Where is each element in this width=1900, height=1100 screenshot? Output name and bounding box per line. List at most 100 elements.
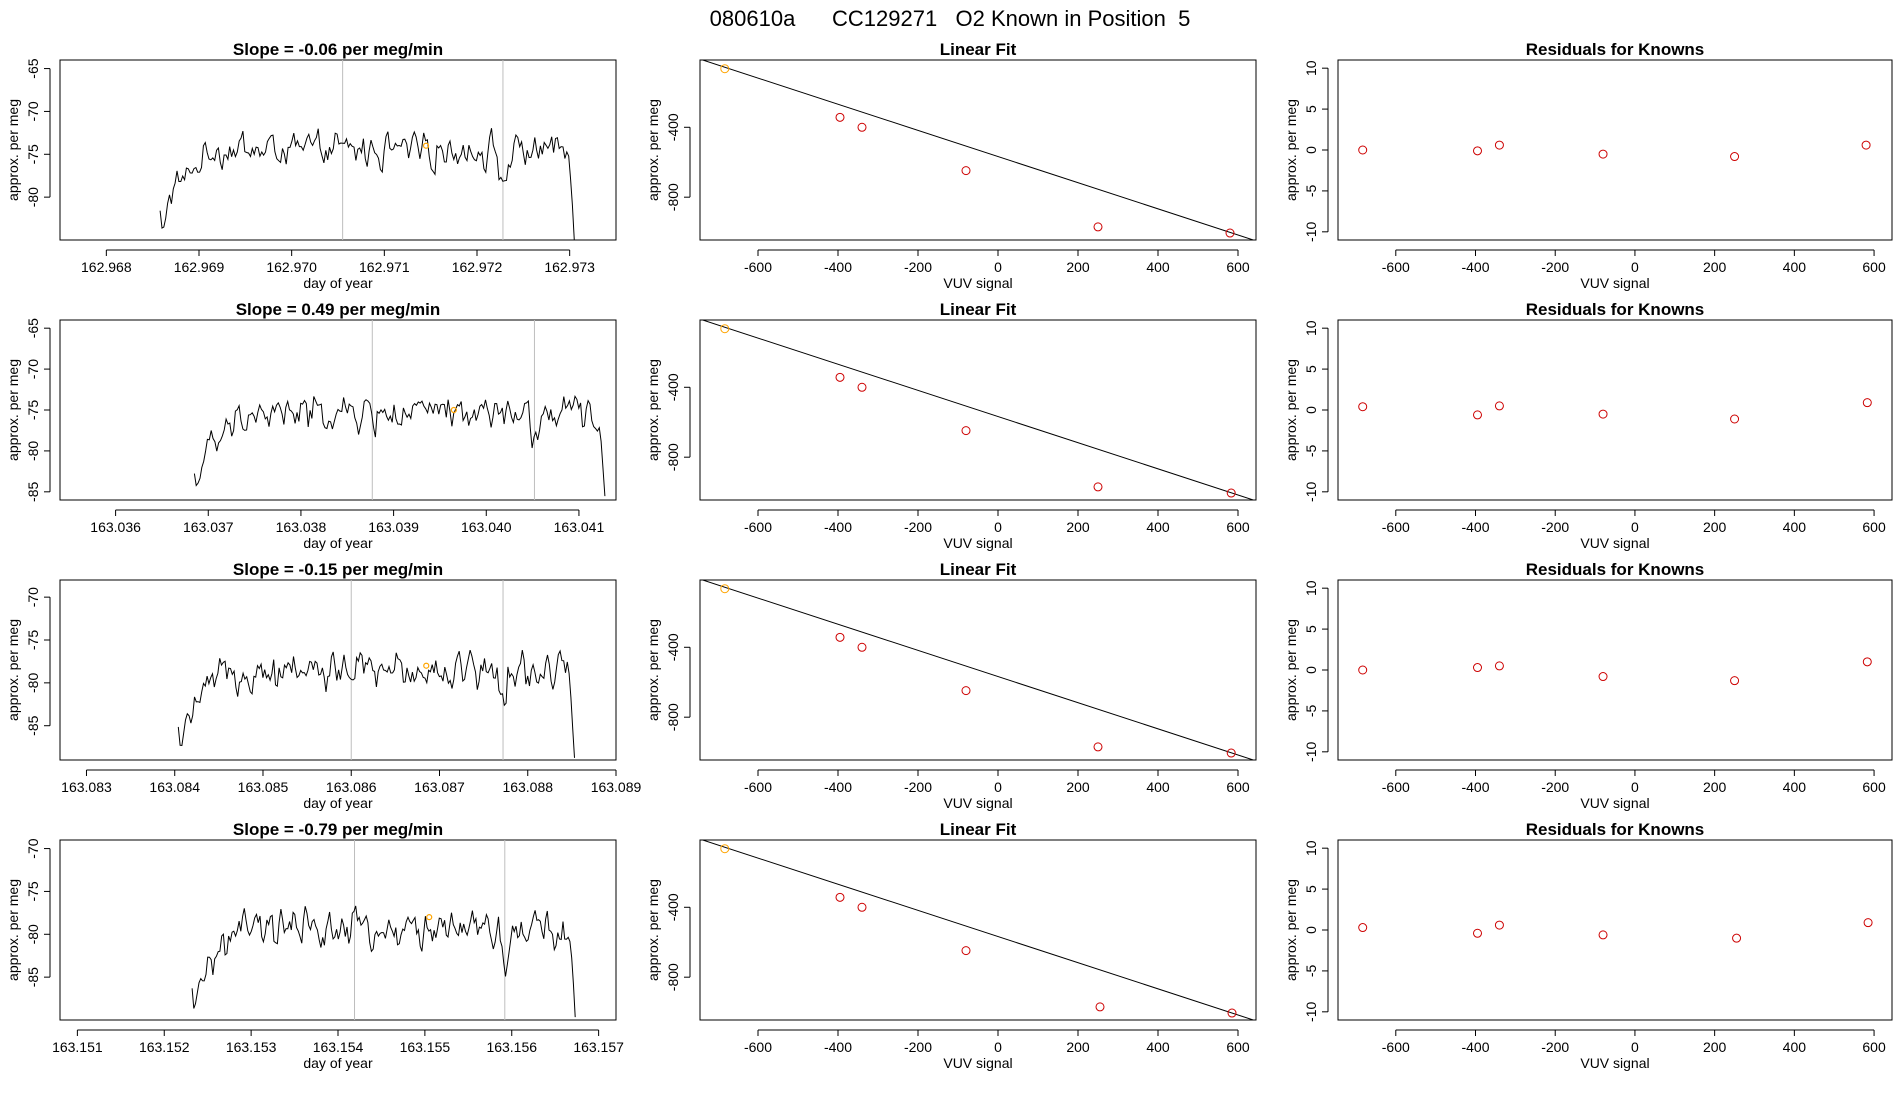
y-tick-label: -80 (25, 187, 41, 207)
residual-point (1358, 145, 1368, 155)
fit-point (857, 642, 867, 652)
panel-title: Linear Fit (940, 40, 1017, 59)
panel-3-2: Linear Fit -600 -400 -200 0 200 400 600 VUV sign… (645, 560, 1257, 811)
fit-point (720, 64, 730, 74)
x-tick-label: 600 (1862, 779, 1886, 795)
residual-point (1598, 930, 1608, 940)
x-tick-label: 200 (1066, 519, 1090, 535)
x-tick-label: 400 (1783, 519, 1807, 535)
fit-line (701, 60, 1255, 240)
y-tick-label: -85 (25, 967, 41, 987)
panel-4-1: Slope = -0.79 per meg/min 163.151 163.152 1… (5, 820, 624, 1071)
x-tick-label: 200 (1703, 259, 1727, 275)
y-tick-label: -800 (665, 963, 681, 991)
x-tick-label: 600 (1226, 1039, 1250, 1055)
x-tick-label: -400 (1461, 1039, 1489, 1055)
y-tick-label: -5 (1303, 704, 1319, 717)
plot-frame (699, 319, 1257, 501)
y-tick-label: -800 (665, 443, 681, 471)
x-tick-label: 163.156 (486, 1039, 537, 1055)
y-tick-label: 10 (1303, 580, 1319, 596)
residual-point (1730, 676, 1740, 686)
plot-content (191, 840, 576, 1020)
known-marker (423, 662, 430, 669)
panel-2-2: Linear Fit -600 -400 -200 0 200 400 600 VUV sign… (645, 300, 1257, 551)
residual-point (1472, 663, 1482, 673)
x-axis-label: VUV signal (1580, 795, 1649, 811)
x-axis-label: day of year (303, 1055, 373, 1071)
x-axis-label: VUV signal (1580, 275, 1649, 291)
x-axis-label: VUV signal (943, 1055, 1012, 1071)
residual-point (1598, 149, 1608, 159)
x-tick-label: 0 (994, 1039, 1002, 1055)
y-axis-label: approx. per meg (645, 879, 661, 981)
y-axis-label: approx. per meg (1283, 99, 1299, 201)
x-tick-label: -600 (744, 779, 772, 795)
residual-point (1598, 409, 1608, 419)
plot-frame (59, 839, 617, 1021)
plot-content (701, 60, 1255, 240)
residual-point (1358, 402, 1368, 412)
fit-point (1093, 222, 1103, 232)
residual-point (1494, 140, 1504, 150)
fit-point (1093, 482, 1103, 492)
x-tick-label: 163.039 (368, 519, 419, 535)
y-tick-label: -65 (25, 318, 41, 338)
x-tick-label: 163.089 (591, 779, 642, 795)
x-tick-label: 163.036 (90, 519, 141, 535)
y-tick-label: 10 (1303, 840, 1319, 856)
y-tick-label: -80 (25, 441, 41, 461)
x-tick-label: 163.037 (183, 519, 234, 535)
y-tick-label: 5 (1303, 625, 1319, 633)
x-axis-label: VUV signal (943, 535, 1012, 551)
x-tick-label: 600 (1862, 259, 1886, 275)
y-tick-label: 10 (1303, 60, 1319, 76)
y-tick-label: 5 (1303, 365, 1319, 373)
x-tick-label: 163.040 (461, 519, 512, 535)
panel-1-1: Slope = -0.06 per meg/min 162.968 162.969 1… (5, 40, 617, 291)
x-tick-label: 600 (1226, 259, 1250, 275)
x-tick-label: 400 (1783, 259, 1807, 275)
fit-point (1225, 228, 1235, 238)
fit-point (857, 382, 867, 392)
fit-line (701, 320, 1255, 500)
x-tick-label: -600 (744, 259, 772, 275)
fit-point (1093, 742, 1103, 752)
panel-title: Slope = 0.49 per meg/min (236, 300, 441, 319)
x-tick-label: 163.157 (573, 1039, 624, 1055)
panel-4-3: Residuals for Knowns -600 -400 -200 0 200 400 6… (1283, 820, 1893, 1071)
fit-point (835, 892, 845, 902)
panel-1-2: Linear Fit -600 -400 -200 0 200 400 600 VUV sign… (645, 40, 1257, 291)
x-tick-label: 0 (1631, 779, 1639, 795)
panel-title: Residuals for Knowns (1526, 300, 1705, 319)
x-tick-label: -200 (904, 779, 932, 795)
y-axis-label: approx. per meg (5, 99, 21, 201)
x-tick-label: 0 (994, 779, 1002, 795)
x-tick-label: 163.153 (226, 1039, 277, 1055)
x-tick-label: 200 (1703, 519, 1727, 535)
x-tick-label: 163.151 (52, 1039, 103, 1055)
x-tick-label: 163.155 (400, 1039, 451, 1055)
y-tick-label: -70 (25, 587, 41, 607)
x-tick-label: 600 (1862, 1039, 1886, 1055)
x-tick-label: -400 (824, 1039, 852, 1055)
y-axis-label: approx. per meg (5, 359, 21, 461)
plot-content (177, 580, 575, 760)
x-tick-label: -200 (1541, 1039, 1569, 1055)
plot-content (1358, 918, 1873, 943)
fit-point (857, 902, 867, 912)
y-tick-label: -800 (665, 183, 681, 211)
plot-frame (59, 319, 617, 501)
page-title: 080610a CC129271 O2 Known in Position 5 (710, 6, 1191, 31)
y-tick-label: 0 (1303, 666, 1319, 674)
residual-point (1598, 672, 1608, 682)
x-tick-label: -200 (904, 1039, 932, 1055)
x-tick-label: 200 (1703, 1039, 1727, 1055)
x-tick-label: -600 (1382, 519, 1410, 535)
residual-point (1730, 152, 1740, 162)
x-tick-label: -200 (1541, 779, 1569, 795)
x-tick-label: 163.083 (61, 779, 112, 795)
x-tick-label: -400 (824, 779, 852, 795)
y-tick-label: -85 (25, 481, 41, 501)
